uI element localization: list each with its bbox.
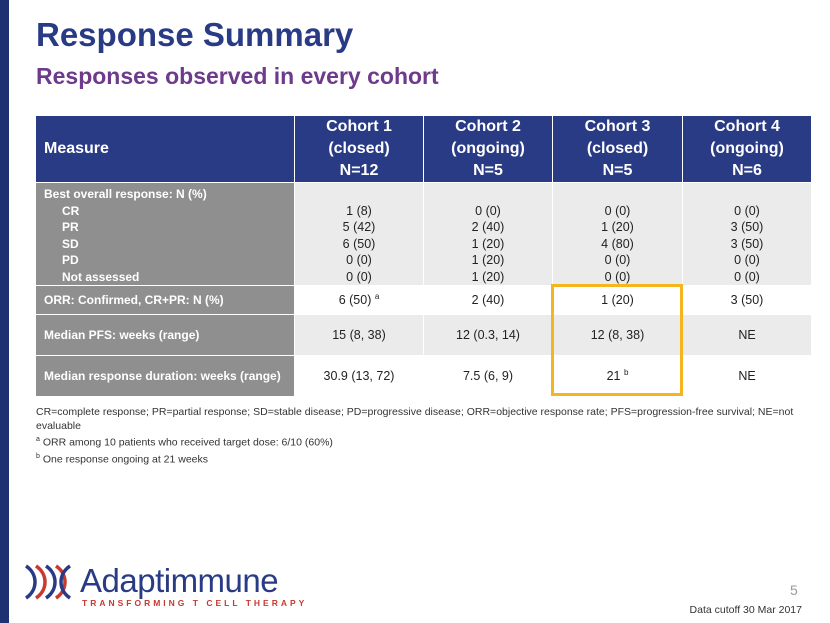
table-cell: 1 (8) <box>346 203 372 218</box>
cohort-1-duration-cell: 30.9 (13, 72) <box>294 355 424 397</box>
cohort-1-header: Cohort 1 (closed) N=12 <box>294 115 424 183</box>
cohort-3-status: (closed) <box>586 140 649 157</box>
sub-label-sd: SD <box>62 236 79 251</box>
cohort-3-best-response-cell: 0 (0) 1 (20) 4 (80) 0 (0) 0 (0) <box>552 182 683 286</box>
cohort-4-name: Cohort 4 <box>714 118 780 135</box>
median-pfs-label: Median PFS: weeks (range) <box>35 314 295 356</box>
row-label: Best overall response: N (%) <box>44 187 207 201</box>
table-cell: 0 (0) <box>604 203 631 218</box>
table-cell: 6 (50) <box>342 236 376 251</box>
page-subtitle: Responses observed in every cohort <box>36 63 439 89</box>
logo-wordmark: Adaptimmune <box>80 562 279 599</box>
cohort-3-name: Cohort 3 <box>584 118 651 135</box>
cohort-3-n: N=5 <box>602 162 633 179</box>
median-response-duration-row: Median response duration: weeks (range) … <box>35 355 812 397</box>
data-cutoff-note: Data cutoff 30 Mar 2017 <box>689 604 802 616</box>
footnote-b-superscript: b <box>36 453 40 460</box>
sub-label-pd: PD <box>62 253 79 267</box>
cohort-2-duration-cell: 7.5 (6, 9) <box>423 355 553 397</box>
best-overall-response-label: Best overall response: N (%) CR PR SD PD… <box>35 182 295 286</box>
table-cell: 1 (20) <box>471 253 505 267</box>
table-header-row: Measure Cohort 1 (closed) N=12 Cohort 2 … <box>35 115 812 183</box>
table-cell: 0 (0) <box>475 203 501 218</box>
response-summary-table: Measure Cohort 1 (closed) N=12 Cohort 2 … <box>35 115 812 397</box>
cohort-4-status: (ongoing) <box>710 140 784 157</box>
table-cell: 0 (0) <box>346 269 372 284</box>
table-cell: 0 (0) <box>734 269 760 284</box>
cohort-4-best-response-cell: 0 (0) 3 (50) 3 (50) 0 (0) 0 (0) <box>682 182 812 286</box>
table-cell: 21 <box>606 369 621 384</box>
cohort-1-pfs-cell: 15 (8, 38) <box>294 314 424 356</box>
abbreviations-footnote: CR=complete response; PR=partial respons… <box>36 406 794 432</box>
cohort-1-n: N=12 <box>339 162 379 179</box>
orr-label: ORR: Confirmed, CR+PR: N (%) <box>35 285 295 315</box>
footnote-b: b One response ongoing at 21 weeks <box>36 450 806 467</box>
page-number: 5 <box>790 582 798 598</box>
footnote-a: a ORR among 10 patients who received tar… <box>36 433 806 450</box>
median-pfs-row: Median PFS: weeks (range) 15 (8, 38) 12 … <box>35 314 812 356</box>
cohort-1-status: (closed) <box>328 140 390 157</box>
table-cell: 4 (80) <box>601 236 634 251</box>
cohort-3-duration-cell: 21 b <box>552 355 683 397</box>
table-cell: 0 (0) <box>346 253 372 267</box>
cohort-2-pfs-cell: 12 (0.3, 14) <box>423 314 553 356</box>
table-cell: 2 (40) <box>471 220 505 234</box>
left-accent-bar <box>0 0 9 623</box>
cohort-1-orr-cell: 6 (50) a <box>294 285 424 315</box>
cohort-4-pfs-cell: NE <box>682 314 812 356</box>
table-cell: 6 (50) <box>338 293 372 308</box>
median-response-duration-label: Median response duration: weeks (range) <box>35 355 295 397</box>
footnote-a-marker: a <box>374 292 380 302</box>
cohort-2-name: Cohort 2 <box>455 118 521 135</box>
cohort-4-orr-cell: 3 (50) <box>682 285 812 315</box>
table-cell: 0 (0) <box>734 253 760 267</box>
orr-row: ORR: Confirmed, CR+PR: N (%) 6 (50) a 2 … <box>35 285 812 315</box>
cohort-1-best-response-cell: 1 (8) 5 (42) 6 (50) 0 (0) 0 (0) <box>294 182 424 286</box>
cohort-2-orr-cell: 2 (40) <box>423 285 553 315</box>
sub-label-not-assessed: Not assessed <box>62 269 140 284</box>
table-cell: 1 (20) <box>471 236 505 251</box>
sub-label-pr: PR <box>62 220 79 234</box>
cohort-2-best-response-cell: 0 (0) 2 (40) 1 (20) 1 (20) 1 (20) <box>423 182 553 286</box>
table-cell: 0 (0) <box>604 269 631 284</box>
table-cell: 0 (0) <box>604 253 631 267</box>
table-cell: 5 (42) <box>342 220 376 234</box>
table-cell: 1 (20) <box>601 220 634 234</box>
cohort-1-name: Cohort 1 <box>326 118 392 135</box>
cohort-3-orr-cell: 1 (20) <box>552 285 683 315</box>
page-title: Response Summary <box>36 16 354 53</box>
footnote-b-marker: b <box>623 368 629 378</box>
footnote-a-superscript: a <box>36 436 40 443</box>
footnote-a-text: ORR among 10 patients who received targe… <box>42 436 333 449</box>
cohort-2-header: Cohort 2 (ongoing) N=5 <box>423 115 553 183</box>
adaptimmune-dna-icon <box>24 564 72 600</box>
cohort-2-status: (ongoing) <box>451 140 525 157</box>
table-cell: 3 (50) <box>730 220 764 234</box>
sub-label-cr: CR <box>62 203 80 218</box>
table-cell: 0 (0) <box>734 203 760 218</box>
measure-column-header: Measure <box>35 115 295 183</box>
footnote-b-text: One response ongoing at 21 weeks <box>42 453 209 466</box>
logo-tagline: TRANSFORMING T CELL THERAPY <box>82 598 308 608</box>
cohort-3-pfs-cell: 12 (8, 38) <box>552 314 683 356</box>
table-cell: 1 (20) <box>471 269 505 284</box>
cohort-4-duration-cell: NE <box>682 355 812 397</box>
cohort-4-header: Cohort 4 (ongoing) N=6 <box>682 115 812 183</box>
adaptimmune-logo: Adaptimmune TRANSFORMING T CELL THERAPY <box>24 558 324 610</box>
table-cell: 3 (50) <box>730 236 764 251</box>
footnotes: CR=complete response; PR=partial respons… <box>36 406 806 467</box>
cohort-2-n: N=5 <box>473 162 503 179</box>
cohort-3-header: Cohort 3 (closed) N=5 <box>552 115 683 183</box>
cohort-4-n: N=6 <box>732 162 762 179</box>
best-overall-response-row: Best overall response: N (%) CR PR SD PD… <box>35 182 812 286</box>
